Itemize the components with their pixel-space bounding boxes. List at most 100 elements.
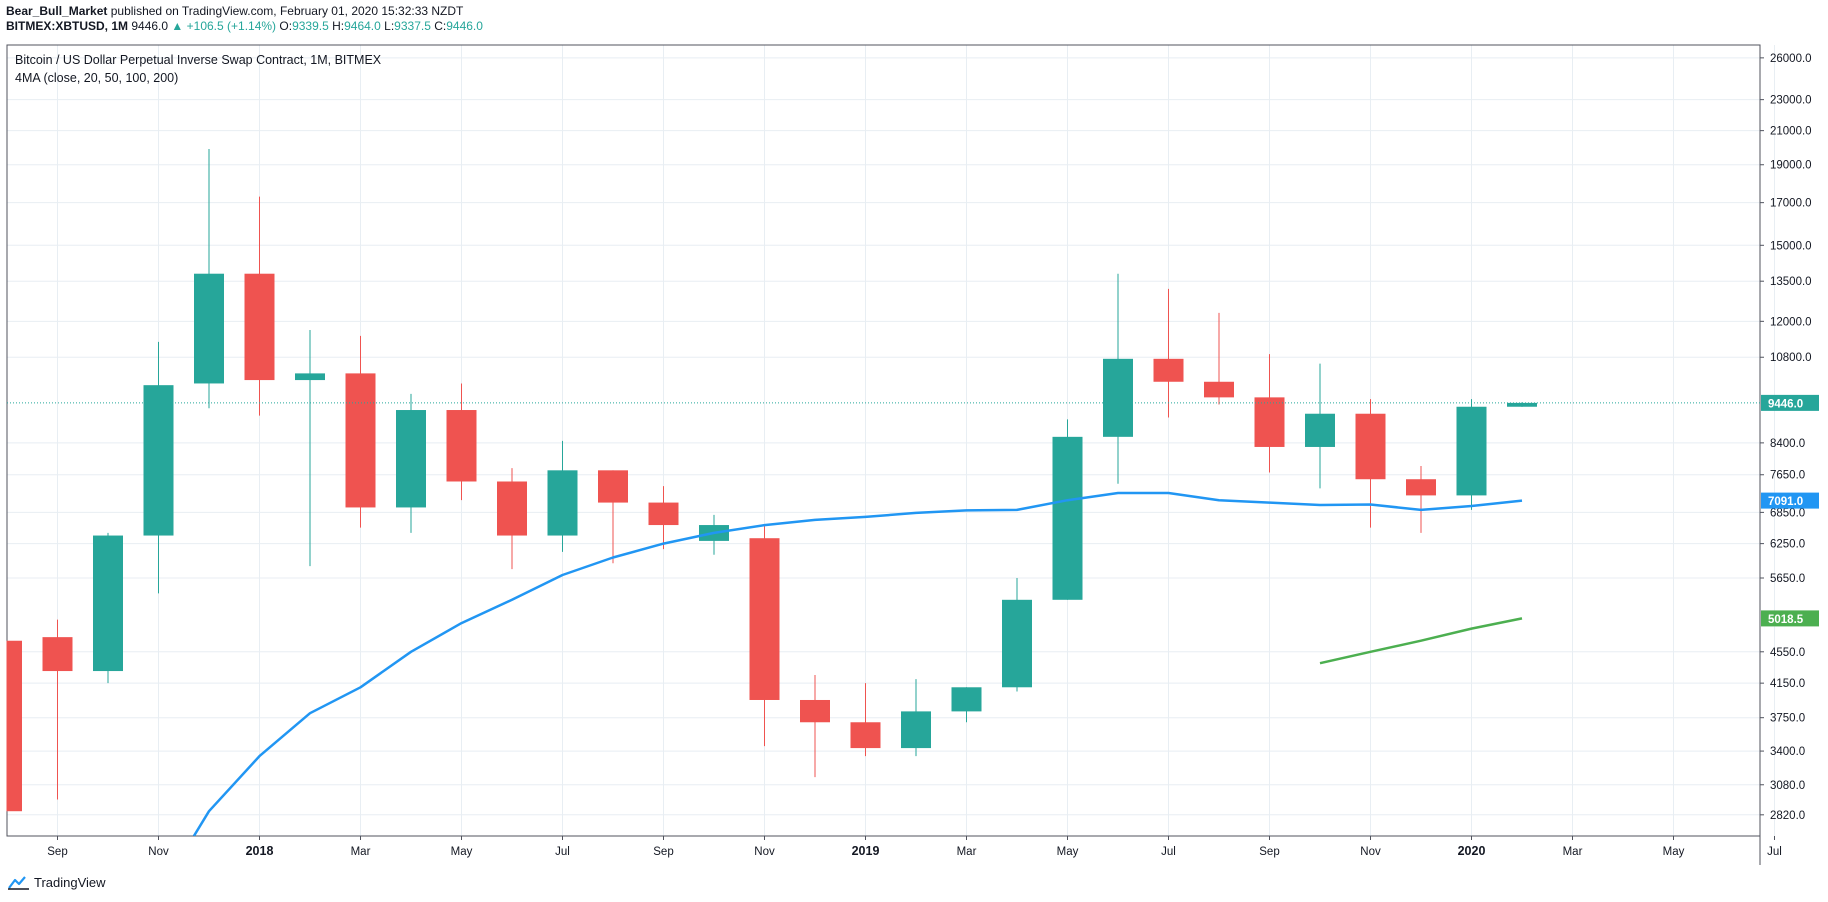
candle <box>1052 419 1083 600</box>
candle-body <box>850 722 881 749</box>
x-tick-label: Sep <box>1259 846 1279 858</box>
price-axis[interactable]: 2820.0 3080.0 3400.0 3750.0 4150.0 4550.0 5650… <box>1760 53 1812 822</box>
candle <box>1406 465 1436 533</box>
candle <box>800 675 830 778</box>
candle <box>295 329 325 567</box>
candle-body <box>1103 358 1133 437</box>
candle <box>1254 354 1285 473</box>
candle-body <box>1153 358 1184 382</box>
candle-body <box>1254 397 1285 447</box>
candle-body <box>800 699 830 723</box>
candle <box>850 683 881 757</box>
published-text: published on TradingView.com, February 0… <box>110 4 464 18</box>
y-tick-label: 23000.0 <box>1770 95 1812 107</box>
publish-line: Bear_Bull_Market published on TradingVie… <box>6 4 483 19</box>
candle-body <box>1052 436 1083 600</box>
x-tick-label: Mar <box>351 846 371 858</box>
x-tick-label: Nov <box>1360 846 1381 858</box>
indicator-label[interactable]: 4MA (close, 20, 50, 100, 200) <box>15 71 178 85</box>
x-tick-label: Jul <box>1767 846 1782 858</box>
candle <box>6 640 22 812</box>
candle <box>648 486 679 550</box>
y-tick-label: 6250.0 <box>1770 539 1805 551</box>
ohlc-line: BITMEX:XBTUSD, 1M 9446.0 ▲ +106.5 (+1.14… <box>6 19 483 34</box>
y-tick-label: 13500.0 <box>1770 276 1812 288</box>
brand-name: TradingView <box>34 874 106 890</box>
symbol-label: BITMEX:XBTUSD, 1M <box>6 19 129 33</box>
price-label-text: 9446.0 <box>1768 398 1803 410</box>
candle <box>143 341 174 594</box>
high-label: H: <box>332 19 345 33</box>
y-tick-label: 2820.0 <box>1770 810 1805 822</box>
x-tick-label: May <box>451 846 473 858</box>
candle <box>951 687 982 723</box>
price-label-text: 7091.0 <box>1768 496 1803 508</box>
y-tick-label: 15000.0 <box>1770 240 1812 252</box>
candle-body <box>42 637 73 672</box>
x-tick-label: Nov <box>148 846 169 858</box>
footer-brand[interactable]: TradingView <box>8 874 106 890</box>
candle-body <box>547 470 578 536</box>
candle-body <box>1204 381 1234 398</box>
candle <box>1002 578 1032 692</box>
candle-body <box>598 470 628 503</box>
candle-body <box>396 410 426 508</box>
candle <box>901 679 931 757</box>
x-tick-label: 2019 <box>852 844 880 858</box>
candle-body <box>901 711 931 749</box>
candle-body <box>497 481 527 536</box>
candle <box>749 526 780 747</box>
candle-body <box>1002 599 1032 688</box>
candle-body <box>1456 406 1487 496</box>
candle <box>598 470 628 564</box>
candle <box>345 335 376 528</box>
time-axis[interactable]: Sep Nov 2018 Mar May Jul Sep Nov 2019 Mar May Jul Se… <box>47 836 1782 858</box>
candle-body <box>143 385 174 536</box>
y-tick-label: 6850.0 <box>1770 507 1805 519</box>
y-tick-label: 3400.0 <box>1770 746 1805 758</box>
candle <box>396 393 426 533</box>
low-label: L: <box>384 19 395 33</box>
x-tick-label: Jul <box>555 846 570 858</box>
price-change: +106.5 (+1.14%) <box>186 19 277 33</box>
x-tick-label: Jul <box>1161 846 1176 858</box>
x-tick-label: May <box>1663 846 1685 858</box>
candle <box>194 148 224 409</box>
x-tick-label: Sep <box>653 846 673 858</box>
candle-body <box>749 538 780 700</box>
candle-body <box>93 535 123 672</box>
candle-body <box>648 502 679 526</box>
y-tick-label: 5650.0 <box>1770 573 1805 585</box>
candle-body <box>951 687 982 712</box>
last-price: 9446.0 <box>131 19 169 33</box>
candle-body <box>1406 479 1436 496</box>
up-arrow-icon: ▲ <box>171 19 184 33</box>
candle-body <box>1507 402 1537 407</box>
candle-body <box>7 640 22 812</box>
chart-header: Bear_Bull_Market published on TradingVie… <box>6 4 483 34</box>
ma-line-ma-50 <box>1319 617 1523 665</box>
author-name[interactable]: Bear_Bull_Market <box>6 4 108 18</box>
x-tick-label: Nov <box>754 846 775 858</box>
y-tick-label: 12000.0 <box>1770 316 1812 328</box>
candle <box>1305 363 1335 489</box>
y-tick-label: 3750.0 <box>1770 713 1805 725</box>
price-label-text: 5018.5 <box>1768 614 1804 626</box>
y-tick-label: 4550.0 <box>1770 647 1805 659</box>
high-value: 9464.0 <box>344 19 381 33</box>
x-tick-label: 2020 <box>1458 844 1486 858</box>
y-tick-label: 26000.0 <box>1770 53 1812 65</box>
close-label: C: <box>434 19 447 33</box>
candle <box>547 440 578 552</box>
price-label-box <box>1761 610 1819 627</box>
price-label-box <box>1761 394 1819 411</box>
y-tick-label: 7650.0 <box>1770 470 1805 482</box>
candle <box>1456 399 1487 510</box>
y-tick-label: 8400.0 <box>1770 438 1805 450</box>
candle <box>42 619 73 800</box>
candle-body <box>244 273 275 381</box>
candle-body <box>1305 413 1335 447</box>
candle-body <box>194 273 224 384</box>
x-tick-label: Mar <box>1563 846 1583 858</box>
